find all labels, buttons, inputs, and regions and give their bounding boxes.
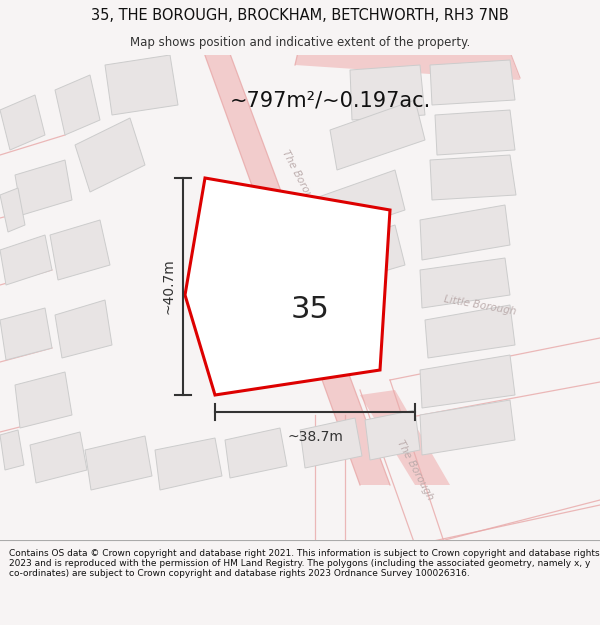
Text: The Borough: The Borough bbox=[395, 438, 435, 502]
Polygon shape bbox=[155, 438, 222, 490]
Polygon shape bbox=[15, 372, 72, 428]
Polygon shape bbox=[85, 436, 152, 490]
Polygon shape bbox=[365, 410, 420, 460]
Polygon shape bbox=[0, 95, 45, 150]
Text: Map shows position and indicative extent of the property.: Map shows position and indicative extent… bbox=[130, 36, 470, 49]
Polygon shape bbox=[75, 118, 145, 192]
Polygon shape bbox=[0, 430, 24, 470]
Polygon shape bbox=[425, 305, 515, 358]
Text: ~40.7m: ~40.7m bbox=[162, 259, 176, 314]
Polygon shape bbox=[420, 258, 510, 308]
Polygon shape bbox=[295, 0, 520, 80]
Polygon shape bbox=[105, 55, 178, 115]
Text: ~38.7m: ~38.7m bbox=[287, 430, 343, 444]
Text: 35: 35 bbox=[290, 296, 329, 324]
Polygon shape bbox=[360, 390, 450, 485]
Polygon shape bbox=[420, 205, 510, 260]
Polygon shape bbox=[315, 225, 405, 290]
Polygon shape bbox=[185, 178, 390, 395]
Polygon shape bbox=[0, 188, 25, 232]
Polygon shape bbox=[435, 110, 515, 155]
Text: ~797m²/~0.197ac.: ~797m²/~0.197ac. bbox=[230, 90, 431, 110]
Text: Little Borough: Little Borough bbox=[443, 294, 517, 316]
Polygon shape bbox=[300, 418, 362, 468]
Text: Contains OS data © Crown copyright and database right 2021. This information is : Contains OS data © Crown copyright and d… bbox=[9, 549, 599, 578]
Polygon shape bbox=[55, 300, 112, 358]
Polygon shape bbox=[185, 0, 390, 485]
Polygon shape bbox=[350, 65, 425, 120]
Polygon shape bbox=[15, 160, 72, 215]
Polygon shape bbox=[420, 400, 515, 455]
Polygon shape bbox=[430, 155, 516, 200]
Polygon shape bbox=[0, 308, 52, 360]
Polygon shape bbox=[0, 235, 52, 285]
Polygon shape bbox=[50, 220, 110, 280]
Polygon shape bbox=[225, 428, 287, 478]
Polygon shape bbox=[30, 432, 87, 483]
Text: 35, THE BOROUGH, BROCKHAM, BETCHWORTH, RH3 7NB: 35, THE BOROUGH, BROCKHAM, BETCHWORTH, R… bbox=[91, 8, 509, 23]
Text: The Borough: The Borough bbox=[280, 148, 320, 212]
Polygon shape bbox=[430, 60, 515, 105]
Polygon shape bbox=[55, 75, 100, 135]
Polygon shape bbox=[310, 170, 405, 240]
Polygon shape bbox=[420, 355, 515, 408]
Polygon shape bbox=[330, 100, 425, 170]
